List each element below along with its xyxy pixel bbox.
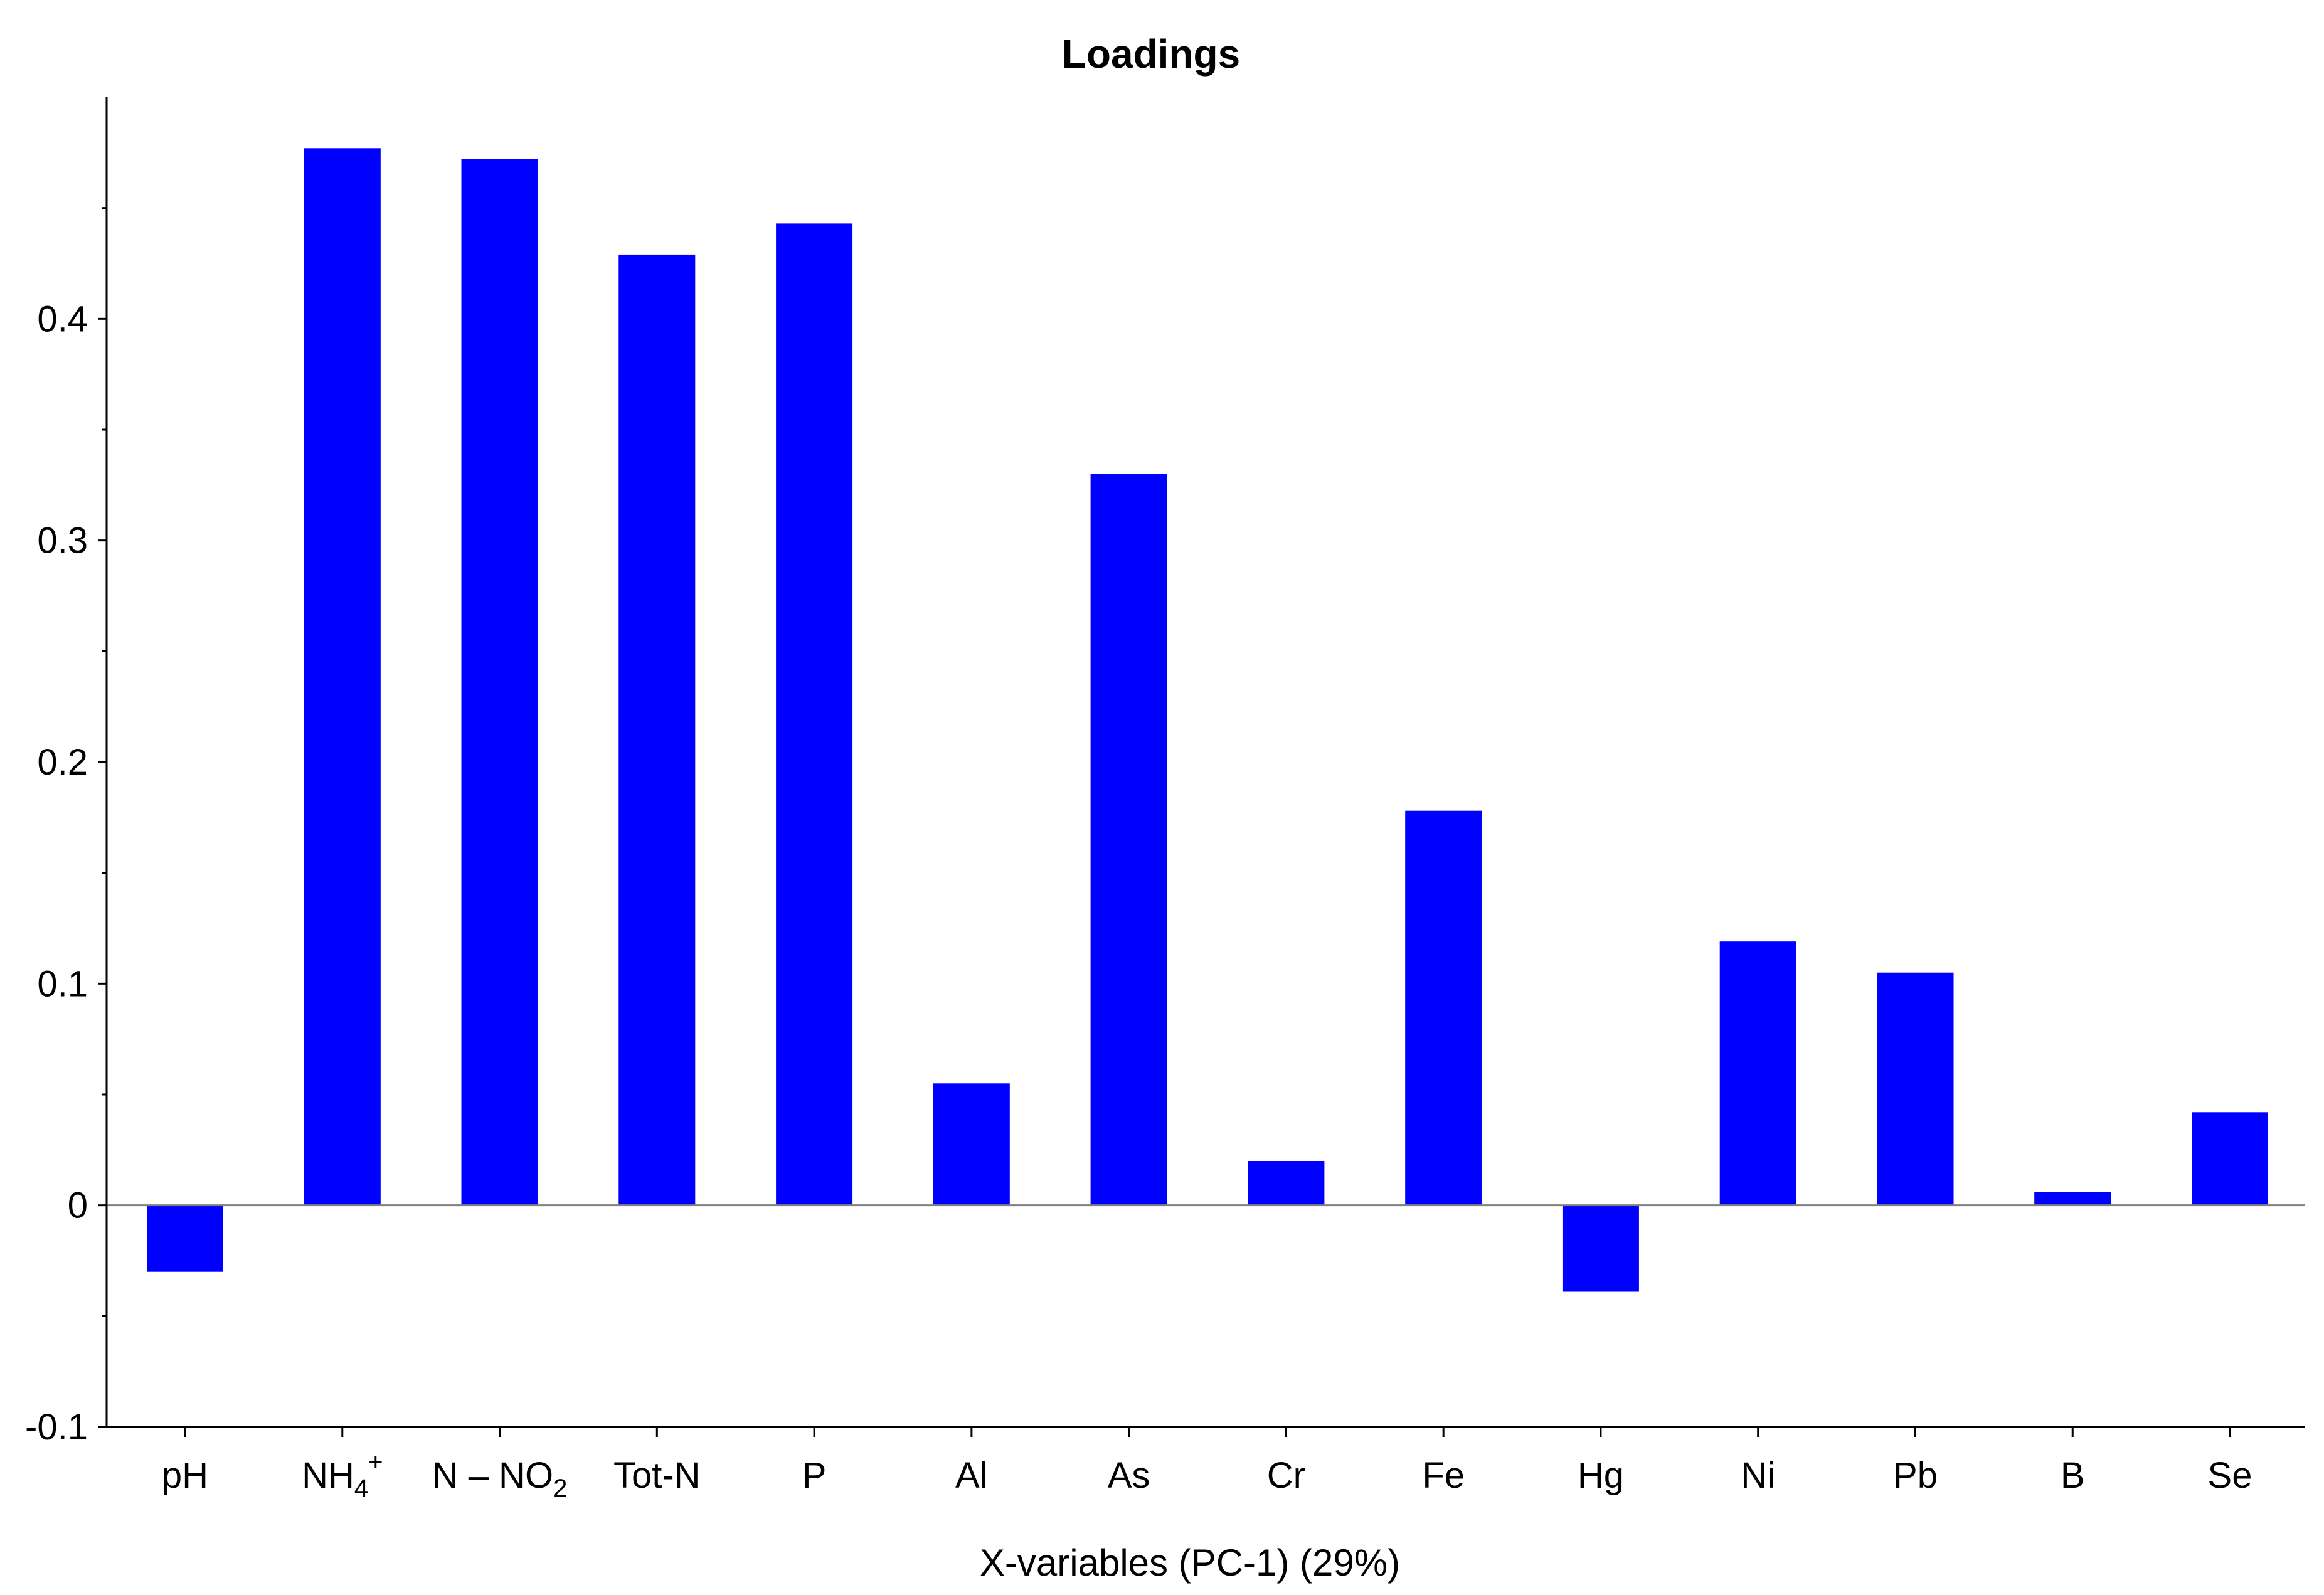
axes-group <box>105 97 2305 1428</box>
bar-11 <box>1877 972 1954 1206</box>
bar-12 <box>2034 1192 2111 1206</box>
x-tick-label: N – NO2 <box>432 1455 568 1502</box>
x-tick-label: Tot-N <box>613 1455 701 1496</box>
bar-9 <box>1562 1205 1639 1292</box>
x-ticks-group: pH NH4+ N – NO2 Tot-N P Al As Cr Fe Hg Ni Pb B Se <box>162 1427 2252 1502</box>
bar-2 <box>461 159 538 1206</box>
y-ticks-group: -0.1 0 0.1 0.2 0.3 0.4 <box>25 207 107 1448</box>
x-tick-label: P <box>802 1455 827 1496</box>
x-tick-label: NH4+ <box>302 1448 383 1502</box>
x-tick-label: Cr <box>1267 1455 1305 1496</box>
bar-1 <box>304 148 381 1206</box>
y-tick-label: 0.1 <box>37 963 88 1004</box>
x-tick-label: Hg <box>1578 1455 1624 1496</box>
y-tick-label: 0.4 <box>37 299 88 339</box>
bar-13 <box>2192 1112 2268 1206</box>
bar-8 <box>1405 810 1482 1206</box>
bar-7 <box>1248 1161 1325 1206</box>
x-tick-label: B <box>2061 1455 2085 1496</box>
chart-title: Loadings <box>1062 31 1240 77</box>
bar-4 <box>776 223 853 1206</box>
x-tick-label: Ni <box>1741 1455 1775 1496</box>
bar-5 <box>933 1083 1010 1206</box>
y-tick-label: 0.3 <box>37 521 88 561</box>
bar-0 <box>147 1205 223 1272</box>
y-tick-label: -0.1 <box>25 1407 88 1448</box>
bar-6 <box>1090 474 1167 1206</box>
y-tick-label: 0 <box>68 1185 88 1226</box>
y-tick-label: 0.2 <box>37 742 88 783</box>
bar-3 <box>618 254 696 1206</box>
x-tick-label: Fe <box>1422 1455 1465 1496</box>
x-tick-label: Al <box>955 1455 988 1496</box>
x-tick-label: Pb <box>1893 1455 1938 1496</box>
x-axis-label: X-variables (PC-1) (29%) <box>980 1542 1400 1584</box>
bars-group <box>147 148 2268 1292</box>
x-tick-label: As <box>1108 1455 1150 1496</box>
bar-10 <box>1719 941 1796 1206</box>
x-tick-label: pH <box>162 1455 208 1496</box>
x-tick-label: Se <box>2208 1455 2252 1496</box>
